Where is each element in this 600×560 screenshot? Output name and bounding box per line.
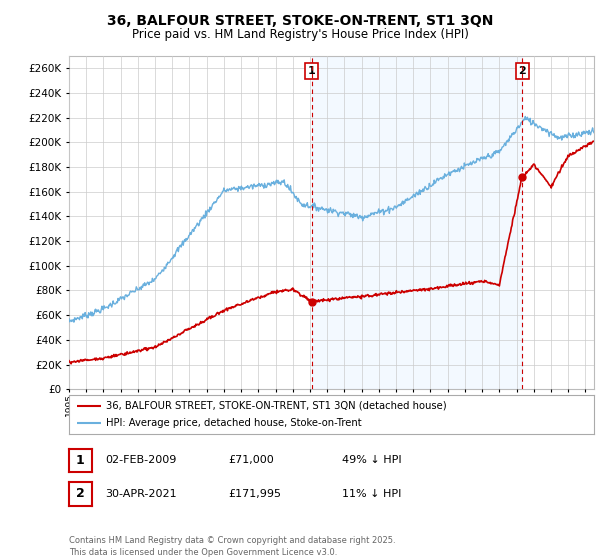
Text: 2: 2 <box>518 66 526 76</box>
Text: Price paid vs. HM Land Registry's House Price Index (HPI): Price paid vs. HM Land Registry's House … <box>131 28 469 41</box>
Text: 02-FEB-2009: 02-FEB-2009 <box>105 455 176 465</box>
Text: 2: 2 <box>76 487 85 501</box>
Text: Contains HM Land Registry data © Crown copyright and database right 2025.
This d: Contains HM Land Registry data © Crown c… <box>69 536 395 557</box>
Bar <box>311 56 522 389</box>
Text: 36, BALFOUR STREET, STOKE-ON-TRENT, ST1 3QN (detached house): 36, BALFOUR STREET, STOKE-ON-TRENT, ST1 … <box>106 401 446 411</box>
Text: 1: 1 <box>308 66 316 76</box>
Text: £71,000: £71,000 <box>228 455 274 465</box>
Text: 30-APR-2021: 30-APR-2021 <box>105 489 176 499</box>
Text: £171,995: £171,995 <box>228 489 281 499</box>
Text: 1: 1 <box>76 454 85 467</box>
Text: HPI: Average price, detached house, Stoke-on-Trent: HPI: Average price, detached house, Stok… <box>106 418 361 428</box>
Text: 36, BALFOUR STREET, STOKE-ON-TRENT, ST1 3QN: 36, BALFOUR STREET, STOKE-ON-TRENT, ST1 … <box>107 14 493 28</box>
Text: 11% ↓ HPI: 11% ↓ HPI <box>342 489 401 499</box>
Text: 49% ↓ HPI: 49% ↓ HPI <box>342 455 401 465</box>
